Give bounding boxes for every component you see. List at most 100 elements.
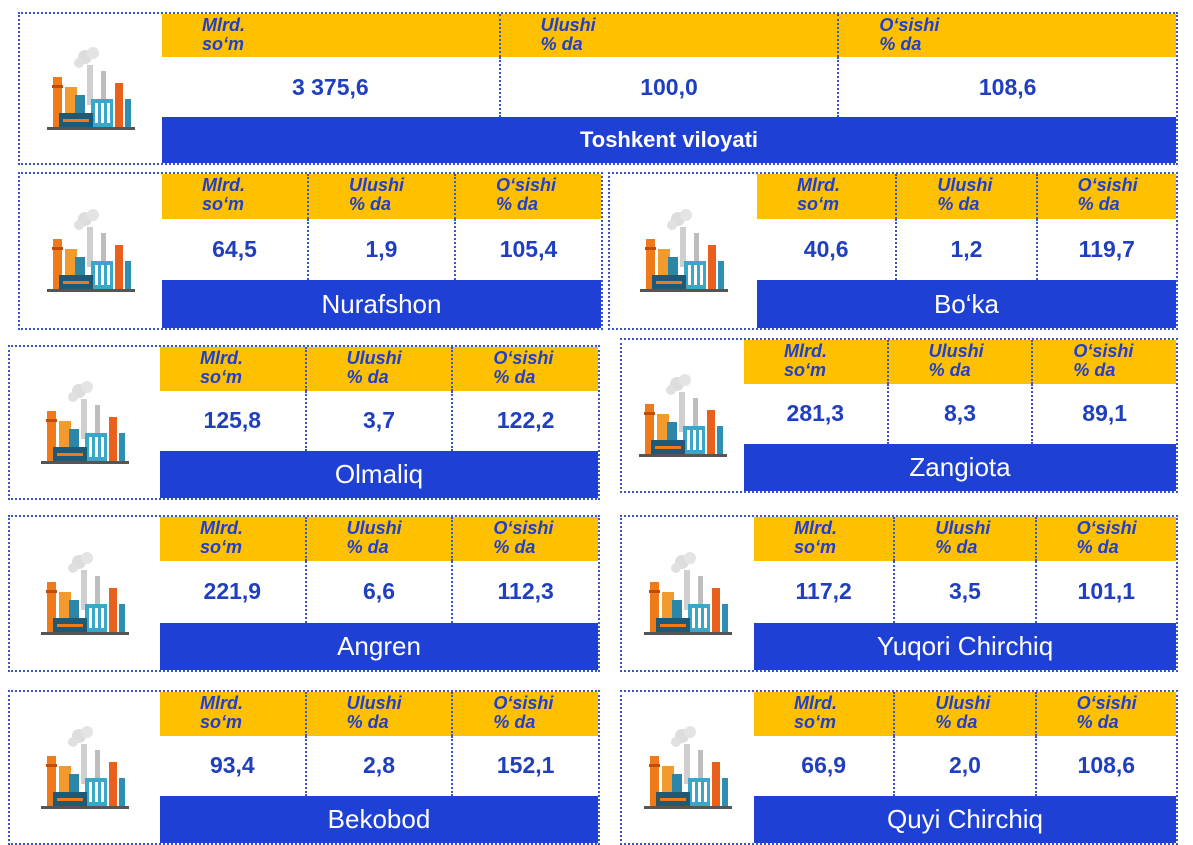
- column-header: Ulushi% da: [893, 692, 1034, 736]
- column-header-line: so‘m: [784, 360, 827, 380]
- column-header-line: O‘sishi: [496, 175, 557, 195]
- value-cell: 40,6: [803, 235, 849, 262]
- column-header: O‘sishi% da: [1034, 692, 1176, 736]
- column-header-line: O‘sishi: [1077, 175, 1138, 195]
- column-header: Mlrd. so‘m: [162, 14, 499, 57]
- value-cell: 108,6: [837, 57, 1176, 117]
- region-name: Nurafshon: [162, 280, 601, 328]
- column-header-line: % da: [935, 537, 978, 557]
- column-header-line: Ulushi: [346, 348, 402, 368]
- column-header-line: % da: [1076, 712, 1119, 732]
- column-header-line: % da: [928, 360, 971, 380]
- column-header-line: % da: [1076, 537, 1119, 557]
- value-cell: 3,7: [304, 390, 452, 452]
- column-header: Mlrd. so‘m: [754, 692, 893, 736]
- column-header-line: Mlrd.: [784, 341, 827, 361]
- value-cell: 112,3: [451, 561, 598, 623]
- column-header-line: Ulushi: [346, 693, 402, 713]
- value-row: 117,2 3,5 101,1: [754, 561, 1176, 623]
- region-panel: Mlrd. so‘m Ulushi% da O‘sishi% da 40,6 1,2 119…: [608, 172, 1178, 330]
- value-cell: 105,4: [454, 218, 601, 281]
- column-header: Ulushi% da: [307, 174, 454, 219]
- column-header: O‘sishi% da: [451, 347, 598, 391]
- column-header: Ulushi% da: [893, 517, 1034, 562]
- header-row: Mlrd. so‘m Ulushi% da O‘sishi% da: [744, 340, 1176, 384]
- factory-icon: [41, 380, 129, 464]
- column-header-line: % da: [346, 537, 389, 557]
- header-row: Mlrd. so‘m Ulushi% da O‘sishi% da: [160, 347, 598, 391]
- column-header-line: Mlrd.: [200, 693, 243, 713]
- column-header-line: % da: [935, 712, 978, 732]
- region-name: Toshkent viloyati: [162, 116, 1176, 163]
- value-cell: 108,6: [1034, 735, 1176, 797]
- column-header-line: % da: [346, 712, 389, 732]
- region-panel: Mlrd. so‘m Ulushi% da O‘sishi% da 64,5 1,9 105…: [18, 172, 603, 330]
- value-cell: 6,6: [304, 561, 452, 623]
- column-header: Ulushi% da: [895, 174, 1035, 219]
- region-name: Quyi Chirchiq: [754, 796, 1176, 843]
- column-header: O‘sishi% da: [1035, 174, 1176, 219]
- header-row: Mlrd. so‘m Ulushi% da O‘sishi% da: [757, 174, 1176, 219]
- panel-body: Mlrd. so‘m Ulushi% da O‘sishi% da 93,4 2,8 152…: [160, 692, 598, 843]
- factory-icon: [47, 209, 135, 292]
- value-cell: 89,1: [1031, 383, 1176, 445]
- column-header-line: so‘m: [202, 34, 245, 54]
- icon-box: [10, 347, 160, 498]
- column-header-line: % da: [346, 367, 389, 387]
- value-cell: 66,9: [801, 752, 847, 779]
- column-header: O‘sishi% da: [1031, 340, 1176, 384]
- icon-box: [622, 692, 754, 843]
- column-header-line: Mlrd.: [797, 175, 840, 195]
- factory-icon: [41, 725, 129, 809]
- value-cell: 1,9: [307, 218, 454, 281]
- column-header-line: Ulushi: [935, 693, 991, 713]
- column-header-line: % da: [349, 194, 392, 214]
- header-row: Mlrd. so‘m Ulushi% da O‘sishi% da: [754, 692, 1176, 736]
- factory-icon: [639, 373, 727, 457]
- column-header: O‘sishi% da: [454, 174, 601, 219]
- value-cell: 101,1: [1034, 561, 1176, 623]
- value-cell: 8,3: [886, 383, 1032, 445]
- column-header-line: Mlrd.: [200, 348, 243, 368]
- panel-body: Mlrd. so‘m Ulushi% da O‘sishi% da 117,2 3,5 10…: [754, 517, 1176, 670]
- value-row: 93,4 2,8 152,1: [160, 735, 598, 797]
- column-header-line: so‘m: [200, 712, 243, 732]
- value-row: 221,9 6,6 112,3: [160, 561, 598, 623]
- column-header-line: % da: [540, 34, 583, 54]
- column-header-line: Ulushi: [937, 175, 993, 195]
- region-name: Bo‘ka: [757, 280, 1176, 328]
- column-header-line: Mlrd.: [794, 693, 837, 713]
- column-header-line: Ulushi: [349, 175, 405, 195]
- value-row: 3 375,6 100,0 108,6: [162, 57, 1176, 117]
- value-cell: 221,9: [203, 578, 262, 605]
- column-header: Mlrd. so‘m: [162, 174, 307, 219]
- column-header-line: Ulushi: [935, 518, 991, 538]
- value-cell: 3 375,6: [291, 73, 369, 100]
- value-cell: 1,2: [895, 218, 1035, 281]
- panel-body: Mlrd. so‘m Ulushi% da O‘sishi% da 221,9 6,6 11…: [160, 517, 598, 670]
- region-panel: Mlrd. so‘m Ulushi% da O‘sishi% da 117,2 3,5 10…: [620, 515, 1178, 672]
- column-header-line: Ulushi: [346, 518, 402, 538]
- region-panel: Mlrd. so‘m Ulushi% da O‘sishi% da 93,4 2,8 152…: [8, 690, 600, 845]
- column-header-line: % da: [496, 194, 539, 214]
- panel-body: Mlrd. so‘m Ulushi% da O‘sishi% da 64,5 1,9 105…: [162, 174, 601, 328]
- value-cell: 3,5: [893, 561, 1034, 623]
- header-row: Mlrd. so‘m Ulushi% da O‘sishi% da: [160, 692, 598, 736]
- column-header-line: O‘sishi: [493, 518, 554, 538]
- factory-icon: [639, 209, 728, 292]
- header-row: Mlrd. so‘m Ulushi% da O‘sishi% da: [162, 14, 1176, 58]
- column-header-line: so‘m: [794, 537, 837, 557]
- column-header-line: % da: [1073, 360, 1116, 380]
- icon-box: [610, 174, 757, 328]
- value-cell: 2,8: [304, 735, 452, 797]
- value-cell: 119,7: [1035, 218, 1176, 281]
- column-header-line: Ulushi: [540, 15, 596, 35]
- region-panel: Mlrd. so‘m Ulushi% da O‘sishi% da 221,9 6,6 11…: [8, 515, 600, 672]
- region-panel: Mlrd. so‘m Ulushi% da O‘sishi% da 281,3 8,3 89…: [620, 338, 1178, 493]
- region-panel: Mlrd. so‘m Ulushi% da O‘sishi% da 66,9 2,0 108…: [620, 690, 1178, 845]
- column-header: Ulushi% da: [886, 340, 1032, 384]
- value-row: 40,6 1,2 119,7: [757, 218, 1176, 281]
- column-header-line: O‘sishi: [493, 693, 554, 713]
- region-name: Olmaliq: [160, 451, 598, 498]
